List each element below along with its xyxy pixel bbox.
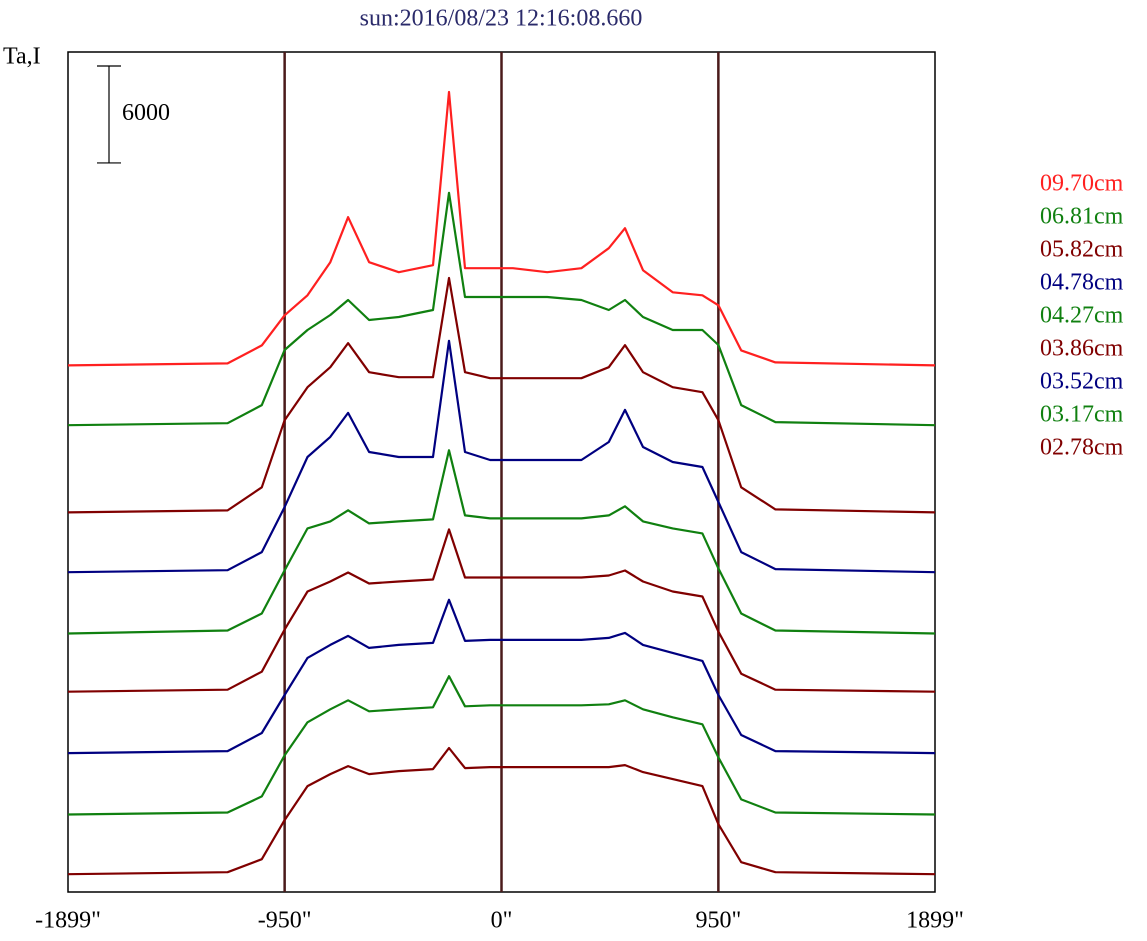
- scale-bar-label: 6000: [122, 100, 170, 126]
- legend-entry: 04.27cm: [1040, 303, 1124, 329]
- legend-entry: 09.70cm: [1040, 171, 1124, 197]
- series-line: [67, 746, 936, 876]
- series-line: [67, 675, 936, 816]
- series-line: [67, 276, 936, 514]
- series-line: [67, 90, 936, 367]
- x-tick-label: -1899": [35, 908, 101, 934]
- x-tick-label: 0": [491, 908, 513, 934]
- legend-entry: 06.81cm: [1040, 204, 1124, 230]
- legend-entry: 04.78cm: [1040, 270, 1124, 296]
- legend-entry: 05.82cm: [1040, 237, 1124, 263]
- chart-title: sun:2016/08/23 12:16:08.660: [360, 6, 643, 32]
- x-tick-label: 1899": [906, 908, 964, 934]
- series-line: [67, 528, 936, 693]
- series-line: [67, 339, 936, 574]
- series-line: [67, 449, 936, 635]
- x-tick-label: 950": [695, 908, 741, 934]
- legend-entry: 02.78cm: [1040, 435, 1124, 461]
- series-line: [67, 598, 936, 755]
- legend-entry: 03.86cm: [1040, 336, 1124, 362]
- legend-entry: 03.17cm: [1040, 402, 1124, 428]
- x-tick-label: -950": [258, 908, 312, 934]
- y-axis-label: Ta,I: [3, 44, 41, 70]
- legend-entry: 03.52cm: [1040, 369, 1124, 395]
- series-line: [67, 191, 936, 427]
